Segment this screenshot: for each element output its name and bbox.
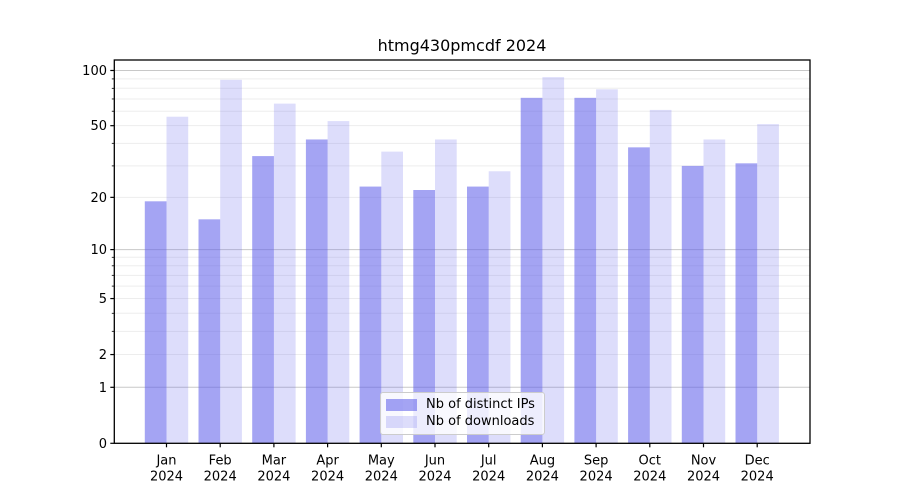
bar-nb-of-downloads-jul — [488, 171, 511, 444]
bar-nb-of-downloads-nov — [703, 139, 726, 444]
legend-label-distinct-ips: Nb of distinct IPs — [426, 397, 535, 412]
x-tick-year-mar: 2024 — [257, 469, 290, 484]
x-tick-label-mar: Mar — [262, 453, 287, 468]
bar-nb-of-distinct-ips-feb — [198, 219, 221, 444]
x-tick-year-jan: 2024 — [150, 469, 183, 484]
y-tick-label-50: 50 — [90, 119, 107, 134]
x-tick-label-jul: Jul — [480, 453, 497, 468]
bar-nb-of-distinct-ips-apr — [305, 139, 328, 444]
x-tick-label-sep: Sep — [584, 453, 609, 468]
x-tick-year-feb: 2024 — [204, 469, 237, 484]
x-tick-label-may: May — [368, 453, 395, 468]
y-tick-label-2: 2 — [99, 348, 107, 363]
y-tick-label-20: 20 — [90, 191, 107, 206]
x-tick-label-dec: Dec — [745, 453, 770, 468]
bar-nb-of-downloads-apr — [327, 121, 350, 444]
x-tick-label-jun: Jun — [424, 453, 445, 468]
x-tick-year-may: 2024 — [365, 469, 398, 484]
bar-nb-of-distinct-ips-may — [359, 186, 382, 444]
y-tick-label-1: 1 — [99, 381, 107, 396]
legend-swatch-distinct-ips — [386, 399, 417, 411]
x-tick-label-feb: Feb — [209, 453, 232, 468]
bar-nb-of-distinct-ips-dec — [735, 163, 758, 444]
bar-nb-of-downloads-dec — [757, 124, 779, 444]
x-tick-year-jul: 2024 — [472, 469, 505, 484]
bar-nb-of-distinct-ips-jul — [467, 186, 489, 444]
bar-nb-of-distinct-ips-mar — [252, 156, 274, 444]
x-tick-label-jan: Jan — [155, 453, 176, 468]
bar-nb-of-distinct-ips-oct — [628, 147, 650, 444]
legend-item-downloads: Nb of downloads — [386, 415, 536, 429]
bar-nb-of-downloads-mar — [273, 103, 296, 444]
x-tick-year-sep: 2024 — [580, 469, 613, 484]
y-tick-label-0: 0 — [99, 437, 107, 452]
chart-title: htmg430pmcdf 2024 — [377, 36, 547, 55]
x-tick-label-aug: Aug — [530, 453, 555, 468]
x-tick-year-nov: 2024 — [687, 469, 720, 484]
bar-nb-of-downloads-may — [381, 151, 403, 444]
y-tick-label-10: 10 — [90, 243, 107, 258]
x-tick-year-aug: 2024 — [526, 469, 559, 484]
legend-swatch-downloads — [386, 416, 417, 428]
bar-nb-of-distinct-ips-sep — [574, 97, 597, 444]
y-tick-label-100: 100 — [82, 64, 107, 79]
legend-item-distinct-ips: Nb of distinct IPs — [386, 398, 536, 412]
bar-nb-of-downloads-oct — [649, 109, 672, 444]
x-tick-label-nov: Nov — [691, 453, 717, 468]
bar-nb-of-distinct-ips-nov — [681, 165, 704, 444]
bar-nb-of-downloads-jan — [166, 116, 189, 444]
legend-label-downloads: Nb of downloads — [426, 414, 535, 429]
bar-nb-of-distinct-ips-jun — [413, 190, 435, 444]
axes-spines — [113, 59, 811, 444]
x-tick-year-oct: 2024 — [633, 469, 666, 484]
bar-nb-of-downloads-aug — [542, 77, 565, 444]
y-tick-label-5: 5 — [99, 292, 107, 307]
bar-nb-of-distinct-ips-jan — [144, 201, 167, 444]
x-tick-label-oct: Oct — [639, 453, 661, 468]
bar-nb-of-downloads-jun — [435, 139, 457, 444]
x-tick-label-apr: Apr — [316, 453, 339, 468]
bar-nb-of-downloads-sep — [596, 89, 618, 444]
bar-nb-of-downloads-feb — [220, 79, 242, 444]
x-tick-year-jun: 2024 — [418, 469, 451, 484]
bar-nb-of-distinct-ips-aug — [520, 97, 543, 444]
x-tick-year-dec: 2024 — [741, 469, 774, 484]
legend: Nb of distinct IPs Nb of downloads — [380, 392, 545, 435]
x-tick-year-apr: 2024 — [311, 469, 344, 484]
